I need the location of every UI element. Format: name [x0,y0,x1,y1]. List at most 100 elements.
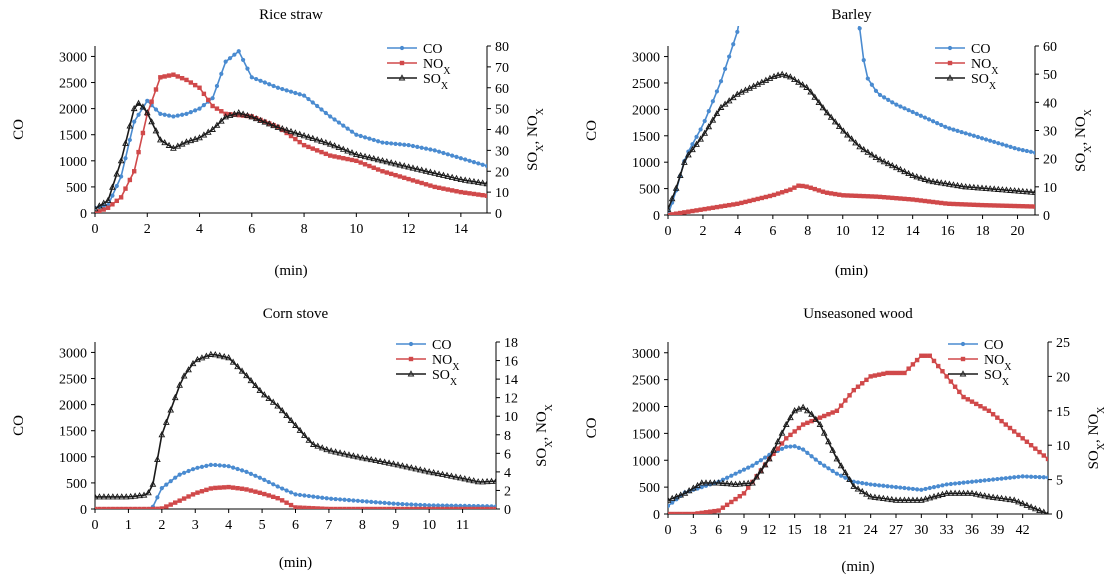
data-point [757,467,765,474]
x-tick-label: 4 [225,518,232,533]
data-point [183,138,190,145]
data-point [296,130,304,137]
data-point [222,463,227,468]
data-point [967,202,972,207]
data-point [337,506,343,509]
data-point [978,184,986,191]
data-point [698,207,703,212]
data-point [449,188,455,193]
data-point [463,190,468,195]
left-axis-label: CO [11,119,27,140]
data-point [864,481,869,486]
data-point [269,398,277,405]
data-point [685,151,692,158]
data-point [230,485,236,490]
data-point [880,158,888,165]
data-point [158,431,166,438]
chart-panel: 0500100015002000250030000246810121416180… [11,306,555,571]
data-point [996,141,1001,146]
data-point [400,506,405,509]
data-point [293,505,298,509]
data-point [796,445,801,450]
data-point [152,127,160,134]
data-point [961,394,966,400]
data-point [387,159,395,166]
right-axis-label: SOX, NOX [1073,108,1094,172]
data-point [427,503,432,508]
data-point [445,187,450,192]
data-point [324,506,329,509]
legend-marker [408,341,414,347]
data-point [431,506,436,509]
data-point [906,196,911,202]
data-point [841,193,846,198]
data-point [698,127,703,132]
data-point [320,495,325,500]
data-point [1037,474,1042,480]
data-point [731,42,736,47]
data-point [328,506,334,509]
data-point [955,201,960,207]
data-point [749,479,756,486]
data-point [253,473,258,478]
left-tick-label: 0 [653,508,660,523]
data-point [969,479,975,484]
data-point [167,406,175,413]
legend-marker [960,341,966,347]
data-point [910,486,915,492]
data-point [668,503,671,509]
data-point [199,489,205,494]
data-point [839,127,847,134]
data-point [992,203,997,208]
data-point [697,135,704,142]
data-point [150,506,156,509]
data-point [471,506,476,509]
data-point [476,192,481,197]
right-axis-label: SOX, NOX [534,403,555,467]
data-point [390,460,397,467]
data-point [717,103,725,110]
data-point [118,195,124,200]
data-point [227,56,233,61]
data-point [732,480,739,487]
data-point [249,75,254,80]
data-point [181,496,187,501]
data-point [886,97,891,102]
data-point [119,174,124,179]
left-tick-label: 2500 [632,77,660,92]
data-point [860,381,865,386]
data-point [1031,505,1039,512]
data-point [332,154,337,159]
data-point [1010,496,1018,503]
data-point [283,411,290,419]
left-tick-label: 1500 [59,425,87,440]
data-point [328,153,333,158]
data-point [820,429,828,436]
data-point [677,491,685,498]
data-point [747,198,752,204]
data-point [238,367,246,374]
data-point [999,418,1004,424]
data-point [153,87,159,92]
data-point [450,153,455,158]
data-point [877,194,883,200]
data-point [872,153,880,160]
data-point [673,211,679,215]
data-point [714,204,720,210]
data-point [425,468,433,475]
data-point [669,212,675,215]
data-point [208,462,213,467]
data-point [668,205,672,212]
data-point [188,80,194,85]
right-tick-label: 20 [1056,370,1070,385]
data-point [778,70,786,77]
data-point [318,444,326,451]
chart-title: Unseasoned wood [803,306,913,322]
legend-label: NOX [984,353,1012,373]
data-point [132,119,137,124]
data-point [441,150,446,156]
data-point [243,371,250,379]
data-point [476,161,481,166]
data-point [678,210,683,215]
right-tick-label: 60 [495,82,509,97]
